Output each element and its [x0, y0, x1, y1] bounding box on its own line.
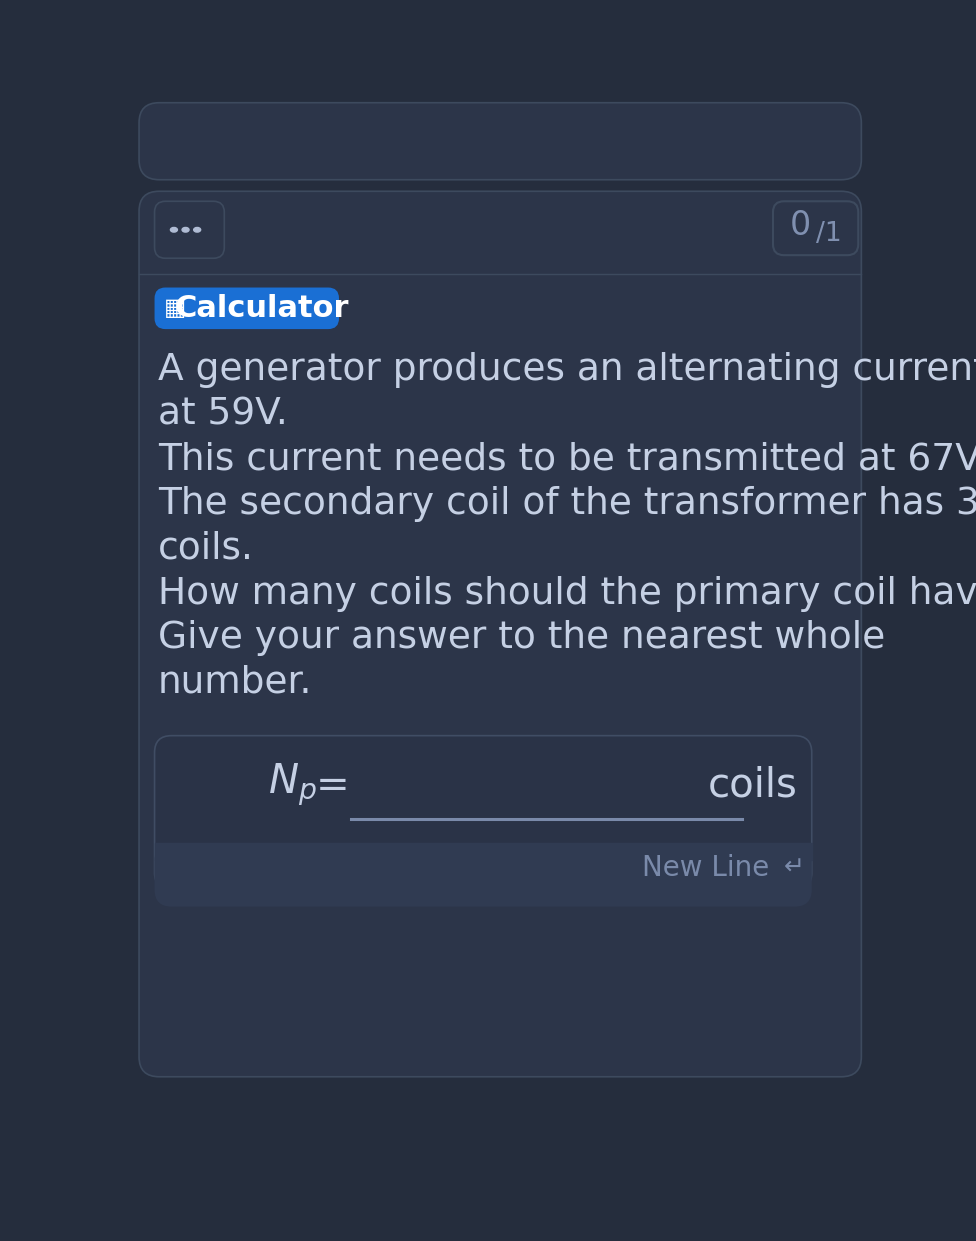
Text: A generator produces an alternating current: A generator produces an alternating curr… — [158, 352, 976, 388]
Text: Calculator: Calculator — [175, 294, 348, 323]
FancyBboxPatch shape — [154, 736, 812, 890]
FancyBboxPatch shape — [139, 103, 862, 180]
Text: 0: 0 — [790, 210, 811, 242]
Text: $N_p$: $N_p$ — [268, 762, 317, 809]
FancyBboxPatch shape — [154, 288, 339, 329]
Text: =: = — [316, 766, 349, 805]
Bar — [154, 844, 812, 860]
Ellipse shape — [171, 227, 178, 232]
FancyBboxPatch shape — [154, 844, 812, 907]
Ellipse shape — [193, 227, 201, 232]
Text: coils: coils — [708, 766, 797, 805]
Text: number.: number. — [158, 665, 312, 701]
FancyBboxPatch shape — [154, 201, 224, 258]
Text: coils.: coils. — [158, 531, 254, 567]
Ellipse shape — [183, 227, 189, 232]
Text: How many coils should the primary coil have?: How many coils should the primary coil h… — [158, 576, 976, 612]
Text: Give your answer to the nearest whole: Give your answer to the nearest whole — [158, 620, 885, 656]
Text: New Line: New Line — [642, 854, 769, 882]
Text: ▦: ▦ — [164, 297, 185, 320]
Text: This current needs to be transmitted at 67V.: This current needs to be transmitted at … — [158, 442, 976, 478]
Text: at 59V.: at 59V. — [158, 397, 287, 433]
Text: ↵: ↵ — [784, 856, 805, 880]
Text: The secondary coil of the transformer has 304: The secondary coil of the transformer ha… — [158, 486, 976, 522]
FancyBboxPatch shape — [773, 201, 858, 256]
Text: /1: /1 — [816, 221, 841, 247]
FancyBboxPatch shape — [139, 191, 862, 1077]
